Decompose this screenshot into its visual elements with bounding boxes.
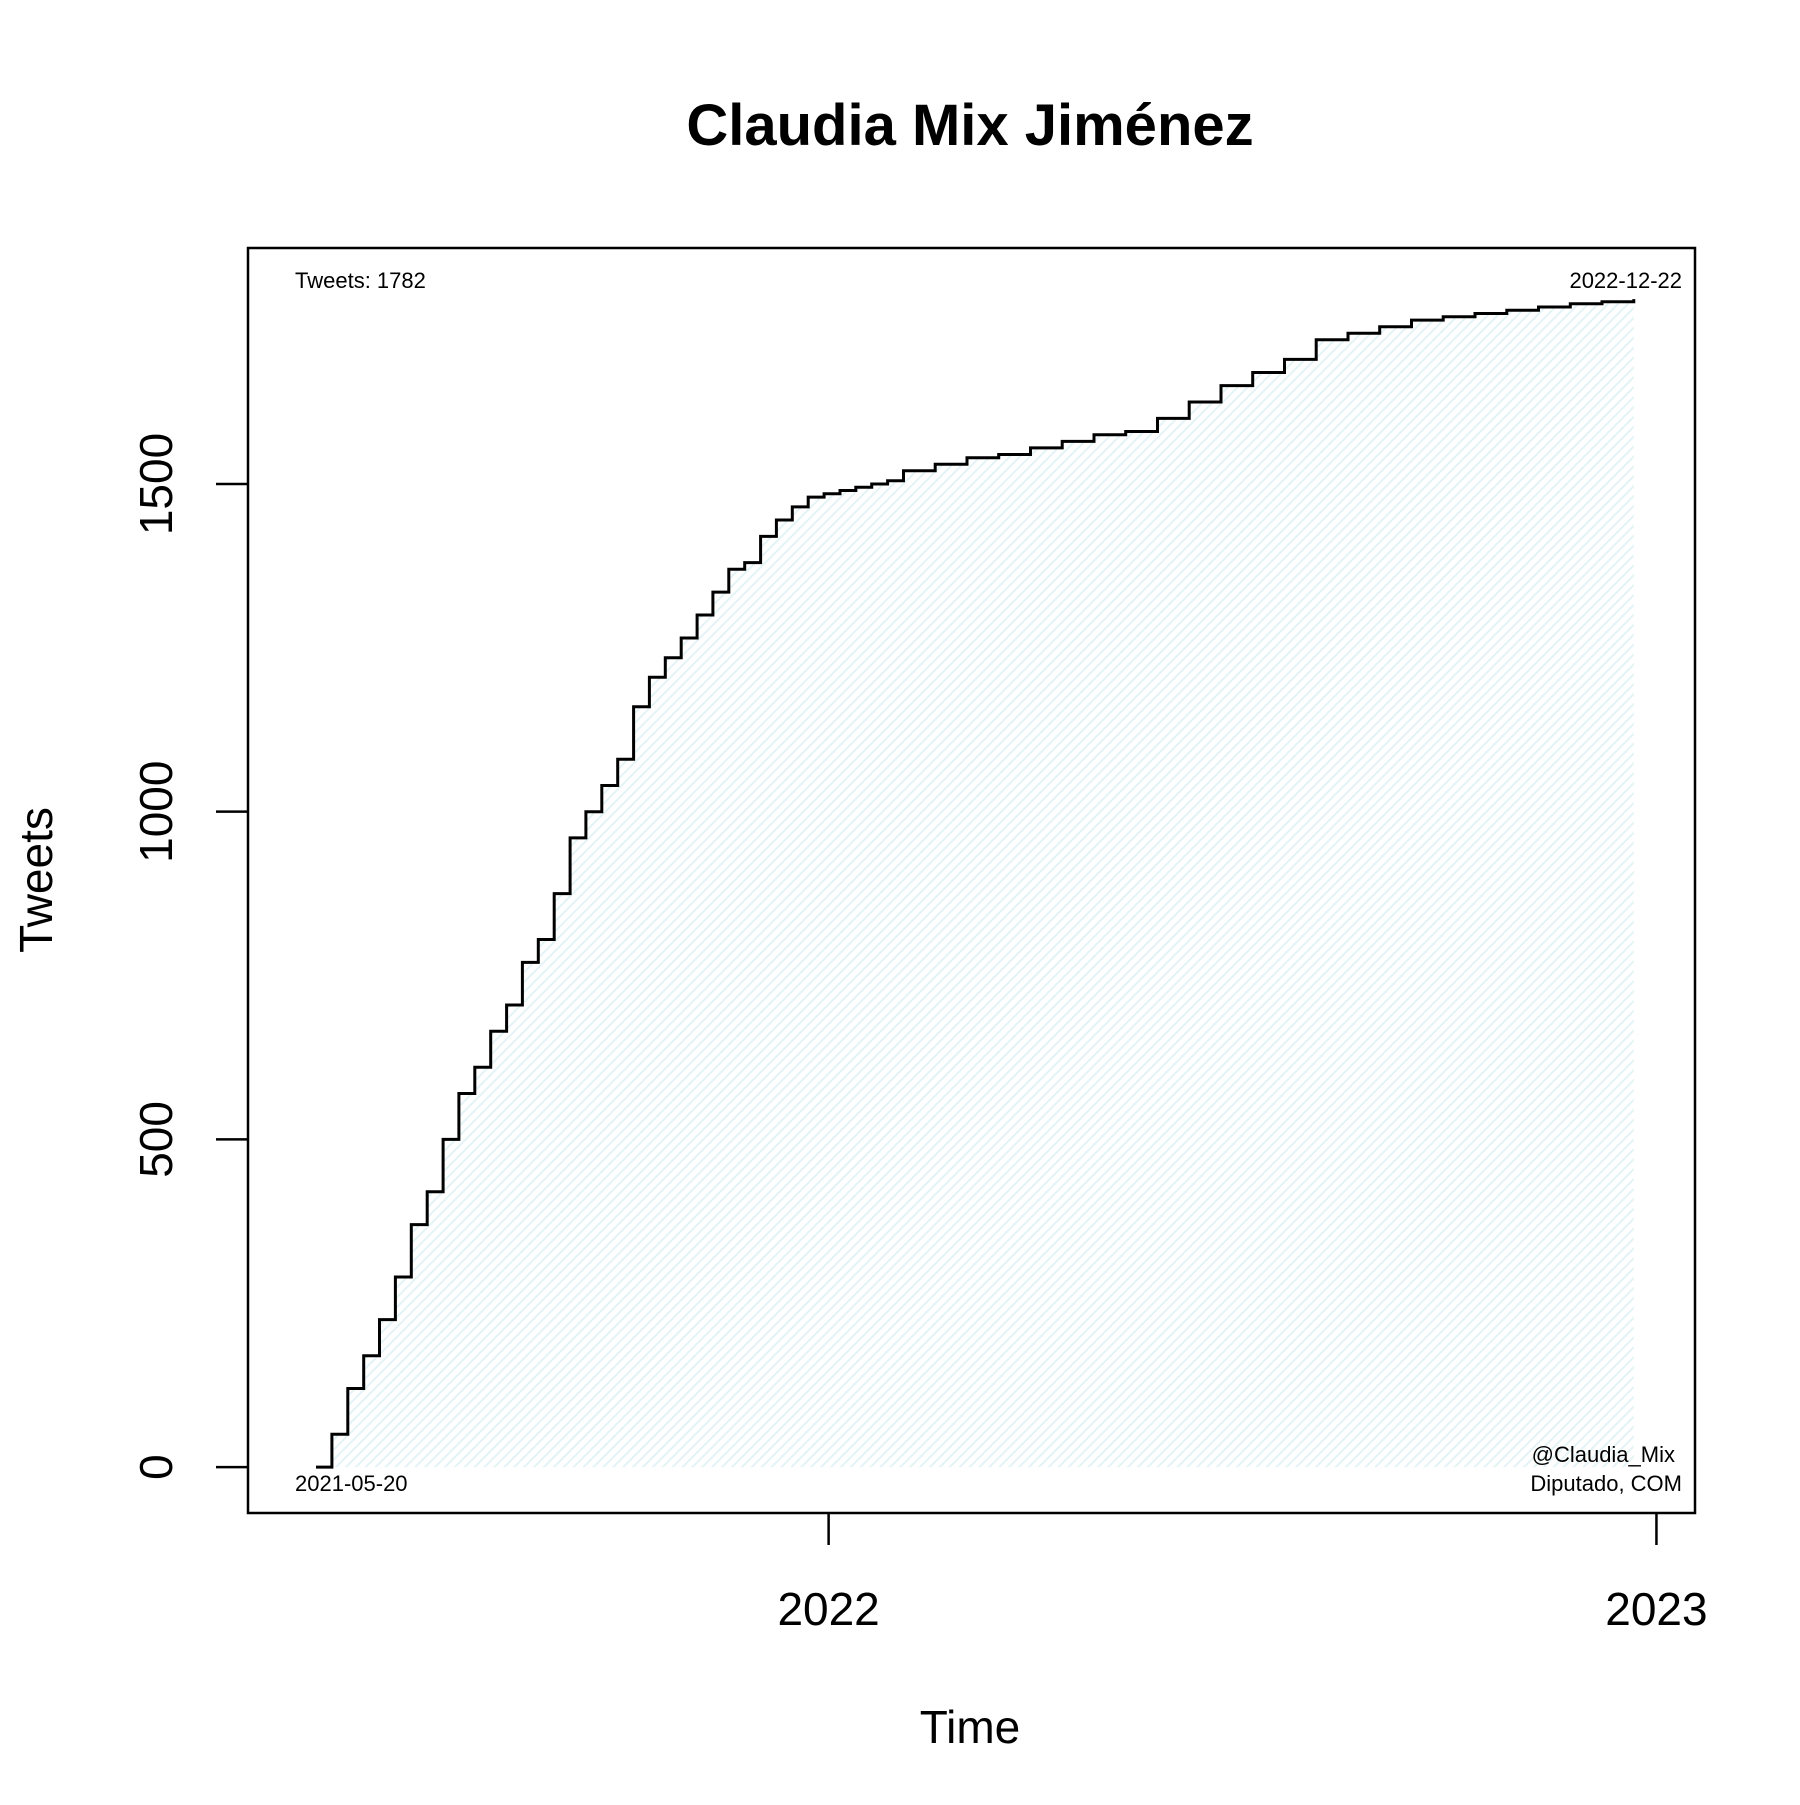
tweet-count-annotation: Tweets: 1782 bbox=[295, 268, 426, 293]
x-tick-label: 2023 bbox=[1605, 1583, 1707, 1635]
x-axis-label: Time bbox=[920, 1701, 1021, 1753]
x-tick-label: 2022 bbox=[777, 1583, 879, 1635]
y-tick-label: 500 bbox=[130, 1101, 182, 1178]
chart-title: Claudia Mix Jiménez bbox=[686, 93, 1253, 158]
y-tick-label: 0 bbox=[130, 1454, 182, 1480]
x-axis: 2022 2023 bbox=[777, 1513, 1708, 1635]
y-axis-label: Tweets bbox=[10, 807, 62, 953]
handle-annotation: @Claudia_Mix bbox=[1532, 1442, 1675, 1467]
series-line bbox=[316, 299, 1636, 1469]
plot-frame bbox=[246, 246, 1697, 1515]
y-tick-label: 1000 bbox=[130, 761, 182, 863]
area-fill bbox=[316, 299, 1634, 1468]
plot-area bbox=[246, 246, 1697, 1515]
end-date-annotation: 2022-12-22 bbox=[1569, 268, 1682, 293]
y-axis: 0 500 1000 1500 bbox=[130, 433, 248, 1480]
y-tick-label: 1500 bbox=[130, 433, 182, 535]
role-annotation: Diputado, COM bbox=[1530, 1471, 1682, 1496]
start-date-annotation: 2021-05-20 bbox=[295, 1471, 408, 1496]
